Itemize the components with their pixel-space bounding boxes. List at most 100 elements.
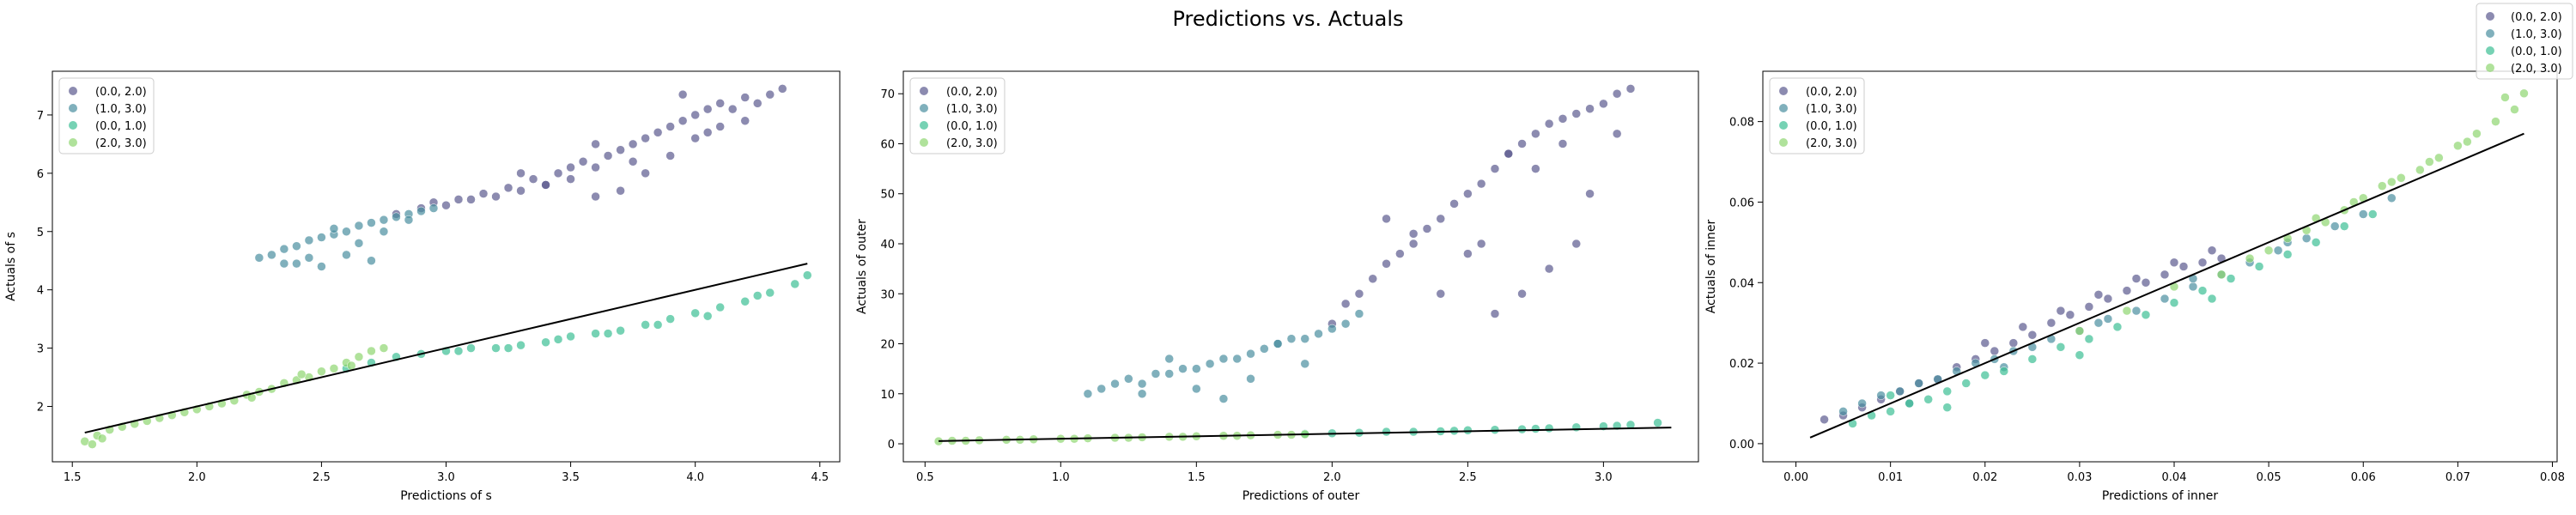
data-point (466, 195, 476, 204)
data-point (267, 250, 276, 260)
data-point (553, 168, 563, 179)
data-point (1942, 386, 1952, 397)
legend-marker (920, 104, 928, 112)
legend-frame (1769, 77, 1865, 154)
data-point (2169, 298, 2179, 307)
data-point (752, 291, 762, 300)
data-point (2245, 253, 2255, 264)
figure-legend-marker (2486, 29, 2494, 38)
data-point (2169, 258, 2179, 268)
y-tick-label: 3 (37, 343, 44, 356)
legend-marker (1779, 87, 1788, 95)
legend-label: (1.0, 3.0) (946, 103, 998, 116)
data-point (2263, 245, 2274, 255)
data-point (2056, 306, 2066, 316)
data-point (1653, 418, 1662, 427)
data-point (2453, 141, 2463, 151)
series-4 (80, 343, 389, 449)
data-point (2491, 117, 2500, 126)
data-point (702, 104, 713, 114)
legend-label: (2.0, 3.0) (95, 137, 147, 150)
data-point (1124, 374, 1133, 384)
data-point (1558, 139, 1568, 148)
legend-label: (0.0, 1.0) (95, 120, 147, 133)
data-point (1571, 239, 1582, 249)
data-point (1476, 179, 1486, 189)
data-point (653, 128, 663, 137)
data-point (2008, 338, 2019, 348)
data-point (354, 239, 364, 248)
series-2 (1083, 309, 1364, 403)
x-tick-label: 0.06 (2351, 471, 2376, 484)
plot-frame (1762, 70, 2558, 463)
data-point (1395, 249, 1405, 258)
data-point (1205, 359, 1215, 369)
data-point (503, 183, 513, 193)
legend-frame (909, 77, 1005, 154)
y-tick-label: 0.02 (1729, 358, 1754, 371)
data-point (541, 337, 550, 348)
data-point (1436, 289, 1446, 299)
y-axis-label: Actuals of inner (1704, 219, 1718, 313)
data-point (715, 302, 725, 312)
data-point (296, 369, 307, 379)
data-point (765, 89, 775, 100)
data-point (491, 191, 501, 202)
data-point (1083, 389, 1093, 399)
data-point (1151, 369, 1161, 379)
y-tick-label: 40 (880, 239, 895, 251)
data-point (2273, 245, 2283, 255)
data-point (2122, 286, 2132, 295)
data-point (790, 279, 800, 289)
y-axis-label: Actuals of s (4, 232, 18, 301)
data-point (778, 84, 787, 94)
data-point (2075, 326, 2085, 336)
data-point (2197, 286, 2208, 295)
data-point (702, 311, 713, 321)
data-point (503, 343, 513, 353)
data-point (329, 364, 339, 373)
data-point (1436, 214, 1446, 224)
x-tick-label: 1.5 (1188, 471, 1206, 484)
series-1 (1327, 84, 1636, 329)
data-point (2510, 105, 2519, 114)
series-2 (254, 203, 439, 271)
data-point (1980, 370, 1990, 380)
reference-line (84, 263, 808, 434)
data-point (740, 116, 750, 125)
data-point (1544, 118, 1554, 129)
data-point (1531, 424, 1540, 433)
data-point (2311, 238, 2321, 247)
x-axis-label: Predictions of s (400, 489, 492, 503)
data-point (453, 195, 464, 204)
data-point (2425, 157, 2434, 167)
x-tick-label: 2.0 (188, 471, 206, 484)
series-2 (1838, 193, 2397, 416)
data-point (591, 329, 600, 338)
series-3 (1848, 209, 2378, 428)
data-point (1273, 339, 1283, 348)
legend: (0.0, 2.0) (1.0, 3.0) (0.0, 1.0) (2.0, 3.0) (1769, 77, 1865, 154)
data-point (1300, 359, 1309, 369)
data-point (765, 288, 775, 298)
data-point (1192, 364, 1201, 373)
series-1 (392, 84, 787, 219)
data-point (1585, 189, 1595, 198)
data-point (1408, 239, 1419, 249)
data-point (2387, 177, 2397, 187)
data-point (1476, 239, 1486, 249)
reference-line (1809, 132, 2524, 439)
data-point (2131, 274, 2142, 283)
x-tick-label: 0.05 (2257, 471, 2281, 484)
data-point (616, 325, 625, 336)
figure-legend: (0.0, 2.0) (1.0, 3.0) (0.0, 1.0) (2.0, 3.0) (2476, 3, 2573, 80)
data-point (416, 206, 426, 216)
data-point (342, 250, 351, 260)
data-point (1327, 324, 1337, 334)
data-point (1354, 309, 1364, 318)
data-point (2093, 318, 2104, 328)
data-point (97, 433, 107, 444)
legend-marker (69, 87, 77, 95)
data-point (1164, 354, 1174, 364)
data-point (690, 133, 700, 143)
